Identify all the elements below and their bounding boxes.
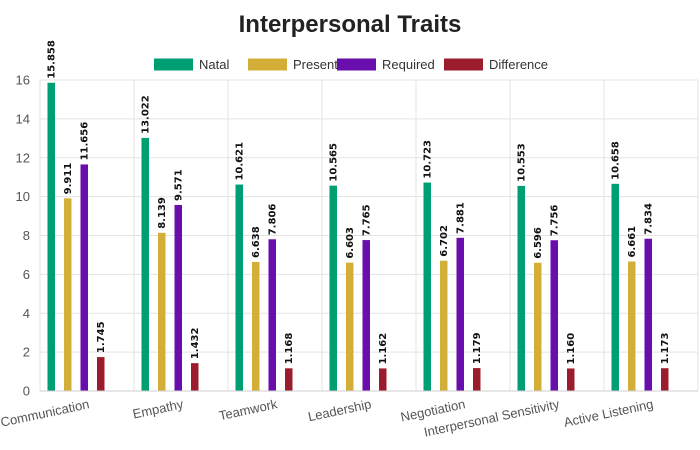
bar-required-active-listening (644, 238, 652, 391)
data-label-required-communication: 11.656 (80, 122, 91, 161)
data-labels: 15.858 13.022 10.621 10.565 10.723 10.553 10.6… (47, 40, 672, 364)
x-tick-label-teamwork: Teamwork (218, 396, 280, 423)
bar-natal-teamwork (235, 184, 243, 391)
bar-difference-teamwork (285, 368, 293, 391)
data-label-required-teamwork: 7.806 (268, 204, 279, 236)
bar-present-communication (64, 198, 72, 391)
data-label-natal-teamwork: 10.621 (235, 142, 246, 181)
y-tick-label: 0 (23, 384, 30, 399)
bar-required-empathy (174, 204, 182, 391)
bar-required-teamwork (268, 239, 276, 391)
data-label-natal-communication: 15.858 (47, 40, 58, 79)
data-label-natal-interpersonal-sensitivity: 10.553 (517, 143, 528, 182)
data-label-required-empathy: 9.571 (174, 169, 185, 201)
bar-difference-communication (97, 357, 105, 391)
x-tick-label-active-listening: Active Listening (562, 396, 654, 430)
data-label-required-active-listening: 7.834 (644, 203, 655, 235)
legend-label-present: Present (293, 57, 338, 72)
data-label-difference-teamwork: 1.168 (284, 333, 295, 365)
legend: Natal Present Required Difference (154, 57, 548, 72)
data-label-difference-communication: 1.745 (96, 321, 107, 353)
bar-difference-negotiation (473, 368, 481, 391)
data-label-difference-empathy: 1.432 (190, 327, 201, 359)
bar-required-negotiation (456, 237, 464, 391)
data-label-present-active-listening: 6.661 (627, 226, 638, 258)
bar-present-interpersonal-sensitivity (534, 262, 542, 391)
data-label-difference-interpersonal-sensitivity: 1.160 (566, 333, 577, 365)
data-label-present-interpersonal-sensitivity: 6.596 (533, 227, 544, 259)
bar-natal-communication (47, 82, 55, 391)
bar-required-leadership (362, 240, 370, 391)
legend-swatch-present (248, 58, 287, 71)
data-label-present-leadership: 6.603 (345, 227, 356, 259)
data-label-natal-active-listening: 10.658 (611, 141, 622, 180)
bars (47, 82, 669, 391)
x-tick-label-leadership: Leadership (307, 396, 373, 424)
bar-present-empathy (158, 232, 166, 391)
bar-difference-empathy (191, 363, 199, 391)
data-label-natal-negotiation: 10.723 (423, 140, 434, 179)
data-label-required-leadership: 7.765 (362, 204, 373, 236)
data-label-present-negotiation: 6.702 (439, 225, 450, 257)
data-label-present-communication: 9.911 (63, 163, 74, 195)
y-tick-label: 2 (23, 345, 30, 360)
bar-present-teamwork (252, 261, 260, 391)
legend-label-required: Required (382, 57, 435, 72)
bar-difference-active-listening (661, 368, 669, 391)
y-tick-label: 16 (16, 73, 30, 88)
y-tick-label: 4 (23, 306, 30, 321)
y-tick-label: 12 (16, 150, 30, 165)
data-label-required-interpersonal-sensitivity: 7.756 (550, 205, 561, 237)
data-label-natal-empathy: 13.022 (141, 95, 152, 134)
data-label-difference-active-listening: 1.173 (660, 333, 671, 365)
y-tick-label: 6 (23, 267, 30, 282)
bar-natal-negotiation (423, 182, 431, 391)
y-tick-label: 14 (16, 111, 30, 126)
grid (39, 79, 699, 392)
legend-swatch-difference (444, 58, 483, 71)
chart-title: Interpersonal Traits (239, 11, 462, 38)
bar-natal-empathy (141, 137, 149, 391)
bar-present-active-listening (628, 261, 636, 391)
data-label-difference-leadership: 1.162 (378, 333, 389, 365)
data-label-present-empathy: 8.139 (157, 197, 168, 229)
bar-natal-leadership (329, 185, 337, 391)
legend-label-difference: Difference (489, 57, 548, 72)
x-tick-label-empathy: Empathy (131, 396, 185, 421)
bar-present-leadership (346, 262, 354, 391)
legend-label-natal: Natal (199, 57, 229, 72)
x-tick-label-communication: Communication (0, 396, 91, 429)
data-label-required-negotiation: 7.881 (456, 202, 467, 234)
data-label-present-teamwork: 6.638 (251, 226, 262, 258)
y-tick-label: 10 (16, 189, 30, 204)
bar-required-communication (80, 164, 88, 391)
bar-difference-leadership (379, 368, 387, 391)
y-tick-label: 8 (23, 228, 30, 243)
bar-natal-active-listening (611, 183, 619, 391)
data-label-difference-negotiation: 1.179 (472, 332, 483, 364)
bar-required-interpersonal-sensitivity (550, 240, 558, 391)
bar-present-negotiation (440, 260, 448, 391)
bar-natal-interpersonal-sensitivity (517, 185, 525, 391)
legend-swatch-natal (154, 58, 193, 71)
data-label-natal-leadership: 10.565 (329, 143, 340, 182)
legend-swatch-required (337, 58, 376, 71)
bar-difference-interpersonal-sensitivity (567, 368, 575, 391)
